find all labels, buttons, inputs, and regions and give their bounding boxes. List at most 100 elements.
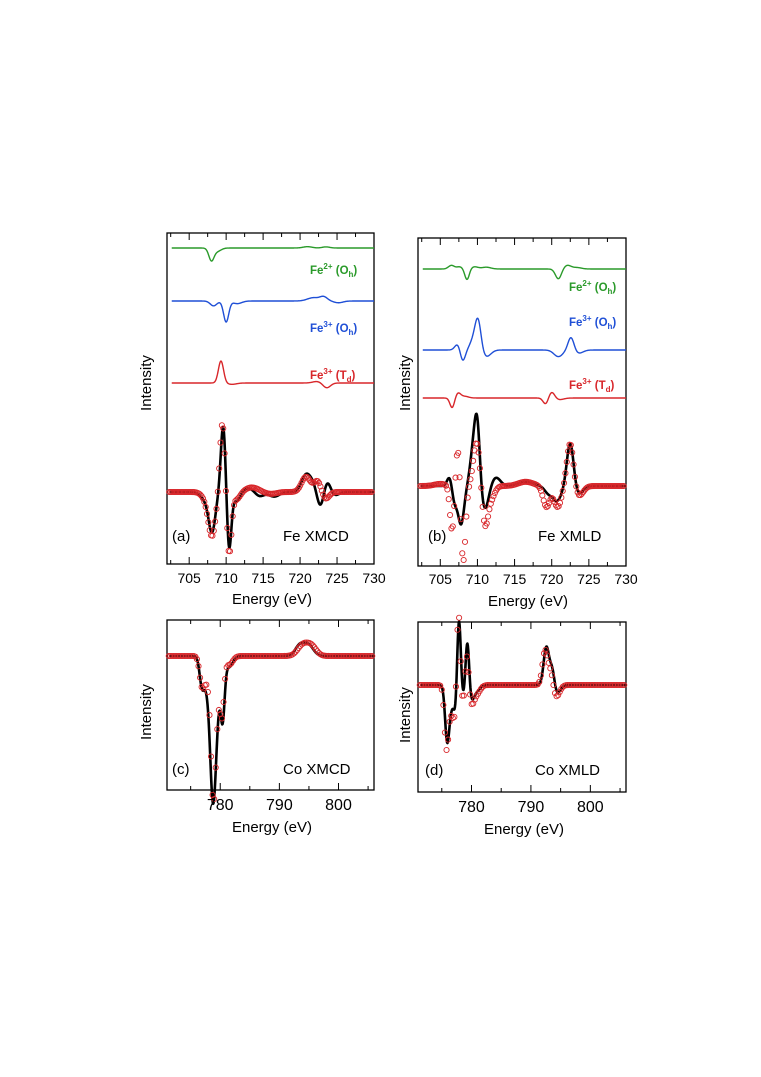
fit-point bbox=[463, 653, 471, 660]
fit-point bbox=[475, 449, 482, 456]
fit-point bbox=[456, 614, 463, 621]
x-tick-label: 725 bbox=[325, 570, 349, 586]
fit-point bbox=[445, 736, 452, 743]
fit-point bbox=[200, 685, 207, 692]
x-tick-label: 720 bbox=[288, 570, 312, 586]
fit-point bbox=[222, 675, 229, 682]
fit-point bbox=[544, 652, 551, 659]
panel-a-ref-label-fe2-oh: Fe2+ (Oh) bbox=[310, 262, 357, 279]
fit-point bbox=[476, 465, 483, 472]
panel-d-ticks bbox=[441, 622, 621, 792]
fit-point bbox=[214, 726, 221, 733]
fit-point bbox=[535, 482, 542, 490]
fit-point bbox=[547, 665, 554, 672]
fit-point bbox=[565, 448, 572, 455]
panel-d-tick-labels: 780 790 800 bbox=[458, 799, 604, 816]
fit-point bbox=[295, 644, 302, 652]
fit-point bbox=[470, 700, 477, 707]
panel-b-xlabel: Energy (eV) bbox=[488, 593, 568, 610]
fit-point bbox=[212, 764, 219, 771]
x-tick-label: 705 bbox=[177, 570, 201, 586]
panel-c-tick-labels: 780 790 800 bbox=[207, 797, 352, 814]
fit-point bbox=[487, 500, 494, 507]
fit-point bbox=[206, 712, 213, 719]
fit-point bbox=[544, 503, 551, 510]
reference-spectrum-line bbox=[422, 317, 626, 361]
panel-b-ref-label-fe3-td: Fe3+ (Td) bbox=[569, 377, 615, 394]
x-tick-label: 730 bbox=[362, 570, 386, 586]
fit-point bbox=[442, 482, 450, 489]
fit-point bbox=[558, 494, 565, 501]
fit-point bbox=[550, 496, 557, 503]
fit-point bbox=[440, 701, 447, 709]
fit-point bbox=[490, 493, 497, 500]
fit-point bbox=[536, 678, 543, 685]
panel-c-curves bbox=[165, 639, 376, 806]
fit-point bbox=[449, 523, 456, 530]
fit-point bbox=[290, 650, 298, 657]
fit-point bbox=[203, 510, 211, 517]
x-tick-label: 790 bbox=[518, 799, 545, 816]
panel-b-ref-label-fe3-oh: Fe3+ (Oh) bbox=[569, 314, 616, 331]
panel-b-fe-xmld: 705 710 715 720 725 730 Fe2+ (Oh) Fe3+ (Oh) F… bbox=[397, 237, 638, 610]
fit-point bbox=[441, 481, 448, 488]
fit-point bbox=[220, 425, 227, 432]
fit-point bbox=[229, 513, 236, 520]
fit-point bbox=[562, 470, 569, 477]
panel-d-co-xmld: 780 790 800 (d) Co XMLD Energy (eV) Intens… bbox=[397, 614, 628, 838]
reference-spectrum-line bbox=[422, 264, 626, 281]
x-tick-label: 800 bbox=[325, 797, 352, 814]
fit-point bbox=[203, 681, 210, 688]
fit-point bbox=[315, 649, 323, 657]
fit-point bbox=[454, 626, 461, 633]
fit-point bbox=[543, 504, 550, 511]
panel-c-label: (c) bbox=[172, 761, 190, 778]
x-tick-label: 780 bbox=[458, 799, 485, 816]
fit-point bbox=[217, 439, 224, 446]
x-tick-label: 790 bbox=[266, 797, 293, 814]
fit-point bbox=[224, 525, 231, 532]
fit-point bbox=[456, 474, 463, 481]
panel-d-xlabel: Energy (eV) bbox=[484, 821, 564, 838]
panel-c-ticks bbox=[190, 620, 369, 790]
panel-b-ylabel: Intensity bbox=[397, 355, 414, 411]
fit-point bbox=[444, 486, 451, 493]
fit-point bbox=[537, 672, 544, 679]
fit-point bbox=[451, 502, 458, 510]
fit-point bbox=[556, 688, 563, 696]
fit-point bbox=[462, 668, 469, 675]
fit-point bbox=[316, 479, 323, 487]
fit-point bbox=[466, 483, 473, 490]
fit-point bbox=[621, 681, 628, 689]
fit-point bbox=[318, 487, 325, 494]
fit-point bbox=[455, 449, 462, 456]
fit-point bbox=[209, 791, 216, 798]
panel-a-xlabel: Energy (eV) bbox=[232, 591, 312, 608]
fit-point bbox=[308, 640, 315, 647]
fit-point bbox=[457, 516, 464, 523]
fit-point bbox=[437, 682, 444, 689]
fit-point bbox=[226, 661, 233, 668]
fit-point bbox=[312, 478, 319, 485]
fit-point bbox=[555, 692, 562, 699]
fit-point bbox=[193, 656, 200, 663]
fit-point bbox=[228, 531, 235, 538]
fit-point bbox=[464, 494, 471, 501]
panel-c-caption: Co XMCD bbox=[283, 761, 351, 778]
panel-b-ref-label-fe2-oh: Fe2+ (Oh) bbox=[569, 279, 616, 296]
x-tick-label: 725 bbox=[577, 571, 601, 587]
x-tick-label: 780 bbox=[207, 797, 234, 814]
fit-point bbox=[199, 495, 207, 502]
reference-spectrum-line bbox=[171, 360, 374, 389]
fit-point bbox=[213, 505, 220, 512]
panel-d-curves bbox=[416, 614, 628, 754]
fit-point bbox=[443, 746, 450, 754]
fit-point bbox=[559, 487, 566, 495]
fit-point bbox=[567, 441, 574, 449]
fit-point bbox=[221, 450, 228, 457]
fit-point bbox=[301, 474, 308, 481]
fit-point bbox=[368, 488, 375, 496]
x-tick-label: 710 bbox=[466, 571, 490, 587]
fit-point bbox=[202, 503, 209, 510]
